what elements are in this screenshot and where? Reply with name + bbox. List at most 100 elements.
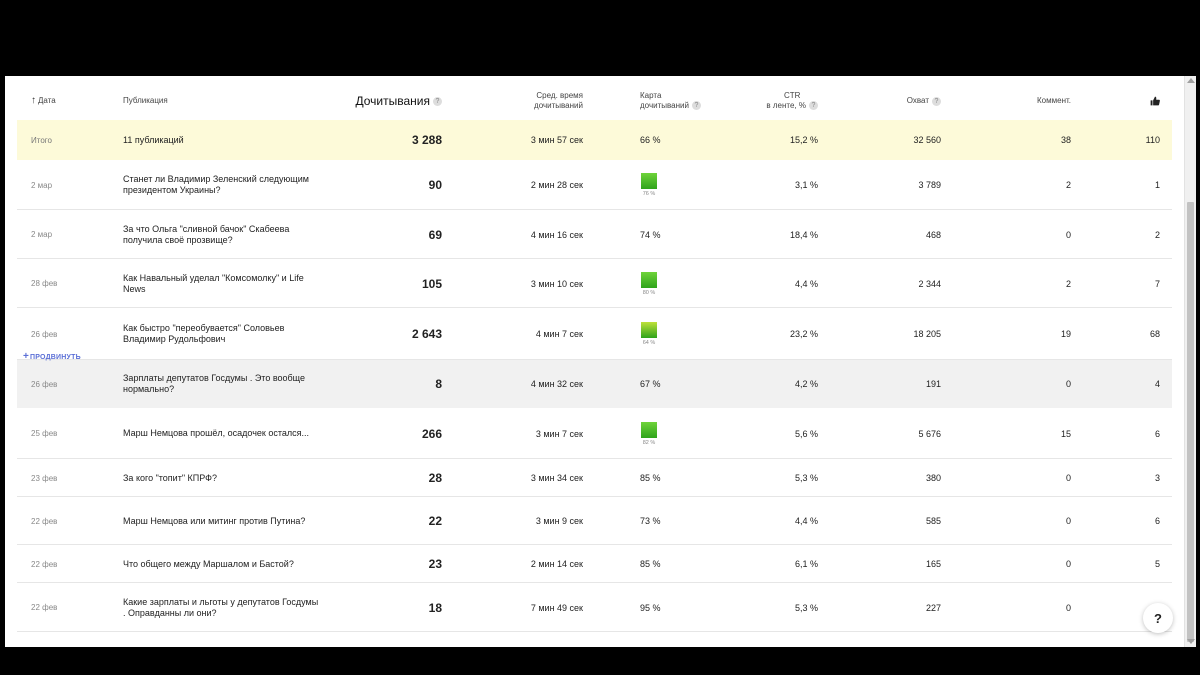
table-row[interactable]: 25 фев Марш Немцова прошёл, осадочек оста… (17, 408, 1172, 459)
row-ctr: 23,2 % (789, 329, 818, 339)
reading-map-thumbnail[interactable] (641, 271, 657, 288)
header-avg-time[interactable]: Сред. время дочитываний (534, 91, 583, 110)
row-likes: 5 (1154, 559, 1160, 569)
row-reach: 227 (925, 602, 941, 613)
totals-row: Итого 11 публикаций 3 288 3 мин 57 сек 6… (17, 120, 1172, 160)
row-title-link[interactable]: Какие зарплаты и льготы у депутатов Госд… (123, 596, 319, 618)
row-divider (17, 359, 1172, 360)
row-divider (17, 458, 1172, 459)
row-divider (17, 496, 1172, 497)
row-comments: 0 (1065, 379, 1071, 389)
row-likes: 3 (1154, 473, 1160, 483)
row-ctr: 4,4 % (794, 278, 818, 289)
row-reach: 585 (925, 516, 941, 526)
reading-map-percent: 80 % (642, 289, 656, 296)
row-comments: 0 (1065, 602, 1071, 613)
row-reads: 18 (428, 600, 442, 615)
reading-map-graph[interactable]: 76 % (640, 173, 658, 197)
total-label: Итого (31, 135, 52, 145)
row-reach: 468 (925, 229, 941, 240)
reading-map-percent: 64 % (642, 340, 656, 346)
table-row[interactable]: 23 фев За кого "топит" КПРФ? 28 3 мин 34 се… (17, 459, 1172, 497)
table-row[interactable]: 22 фев Марш Немцова или митинг против Пут… (17, 497, 1172, 545)
row-reads: 8 (435, 377, 442, 391)
header-map[interactable]: Карта дочитываний? (640, 84, 720, 118)
row-title-link[interactable]: За что Ольга "сливной бачок" Скабеева по… (123, 223, 290, 245)
row-ctr: 5,3 % (794, 602, 818, 613)
row-title-link[interactable]: Станет ли Владимир Зеленский следующим п… (123, 174, 309, 195)
table-row[interactable]: 26 фев Как быстро "переобувается" Соловье… (17, 308, 1172, 360)
scroll-down-icon[interactable] (1187, 639, 1195, 644)
reading-map-thumbnail[interactable] (641, 322, 657, 338)
plus-icon: + (23, 351, 30, 362)
row-reads: 266 (421, 426, 442, 441)
row-time: 3 мин 10 сек (530, 278, 583, 289)
sort-arrow-icon[interactable]: ↑ (31, 95, 36, 106)
row-map: 95 % (640, 602, 661, 613)
scroll-up-icon[interactable] (1187, 78, 1195, 83)
row-map: 74 % (640, 229, 661, 240)
vertical-scrollbar[interactable] (1184, 76, 1196, 647)
row-title-link[interactable]: Марш Немцова или митинг против Путина? (123, 515, 306, 526)
total-comments: 38 (1060, 135, 1071, 145)
table-row[interactable]: 2 мар За что Ольга "сливной бачок" Скабее… (17, 210, 1172, 259)
row-reach: 191 (925, 379, 941, 389)
help-question-icon[interactable]: ? (433, 96, 442, 106)
thumbs-up-icon[interactable] (1150, 96, 1160, 106)
header-reach[interactable]: Охват? (837, 84, 941, 118)
row-reach: 165 (925, 559, 941, 569)
row-date: 23 фев (31, 473, 58, 483)
header-ctr[interactable]: CTR в ленте, %? (717, 84, 818, 118)
reading-map-graph[interactable]: 82 % (640, 421, 658, 446)
reading-map-thumbnail[interactable] (641, 421, 657, 438)
help-question-icon[interactable]: ? (932, 96, 941, 106)
table-row[interactable]: 22 фев Какие зарплаты и льготы у депутато… (17, 583, 1172, 632)
row-date: 22 фев (31, 559, 58, 569)
row-title-link[interactable]: Как Навальный уделал "Комсомолку" и Life… (123, 272, 304, 294)
reading-map-graph[interactable]: 80 % (640, 271, 658, 296)
row-comments: 15 (1060, 428, 1071, 439)
help-button[interactable]: ? (1143, 603, 1173, 633)
total-reach: 32 560 (913, 135, 941, 145)
row-divider (17, 307, 1172, 308)
row-comments: 0 (1065, 473, 1071, 483)
table-row[interactable]: 2 мар Станет ли Владимир Зеленский следую… (17, 160, 1172, 210)
promote-button[interactable]: +ПРОДВИНУТЬ (23, 351, 81, 362)
row-ctr: 5,3 % (794, 473, 818, 483)
row-likes: 2 (1154, 229, 1160, 240)
row-ctr: 5,6 % (794, 428, 818, 439)
table-row[interactable]: 26 фев Зарплаты депутатов Госдумы . Это в… (17, 351, 1172, 408)
header-date[interactable]: ↑ Дата (31, 95, 56, 106)
total-reads: 3 288 (411, 133, 442, 147)
table-row[interactable]: 22 фев Что общего между Маршалом и Бастой… (17, 545, 1172, 583)
row-title-link[interactable]: Что общего между Маршалом и Бастой? (123, 558, 294, 569)
header-publication[interactable]: Публикация (123, 96, 168, 105)
row-title-link[interactable]: Зарплаты депутатов Госдумы . Это вообще … (123, 373, 305, 394)
help-question-icon[interactable]: ? (809, 101, 818, 111)
header-comments[interactable]: Коммент. (1037, 96, 1071, 105)
row-reads: 2 643 (411, 327, 442, 341)
row-comments: 0 (1065, 516, 1071, 526)
row-time: 4 мин 16 сек (530, 229, 583, 240)
row-title-link[interactable]: Марш Немцова прошёл, осадочек остался... (123, 428, 309, 438)
row-reads: 69 (428, 227, 442, 242)
row-title-link[interactable]: За кого "топит" КПРФ? (123, 472, 217, 483)
reading-map-graph[interactable]: 64 % (640, 322, 658, 346)
help-question-icon[interactable]: ? (691, 101, 701, 111)
row-reads: 28 (428, 471, 442, 485)
table-row[interactable]: 28 фев Как Навальный уделал "Комсомолку" … (17, 259, 1172, 308)
header-reads[interactable]: Дочитывания? (347, 84, 442, 118)
row-date: 28 фев (31, 279, 58, 288)
row-comments: 2 (1065, 180, 1071, 190)
row-ctr: 4,4 % (794, 516, 818, 526)
stats-panel: ↑ Дата Публикация Дочитывания? Сред. вре… (5, 76, 1196, 647)
row-likes: 4 (1154, 379, 1160, 389)
total-ctr: 15,2 % (789, 135, 818, 145)
row-title-link[interactable]: Как быстро "переобувается" Соловьев Влад… (123, 323, 285, 344)
scroll-thumb[interactable] (1187, 202, 1194, 642)
reading-map-thumbnail[interactable] (641, 173, 657, 189)
header-likes[interactable] (1097, 84, 1160, 118)
row-divider (17, 258, 1172, 259)
row-reach: 380 (925, 473, 941, 483)
row-date: 25 фев (31, 429, 58, 438)
